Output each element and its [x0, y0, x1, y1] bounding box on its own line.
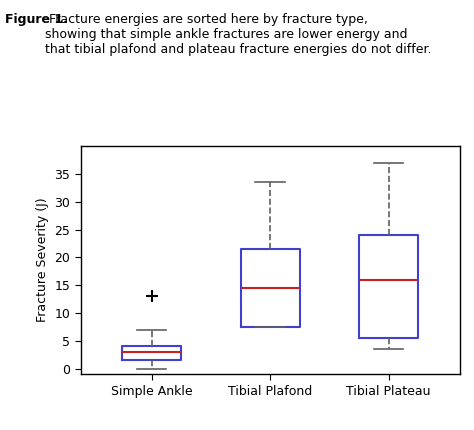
Text: Figure 1.: Figure 1.: [5, 13, 68, 26]
Y-axis label: Fracture Severity (J): Fracture Severity (J): [36, 198, 49, 322]
Text: Fracture energies are sorted here by fracture type,
showing that simple ankle fr: Fracture energies are sorted here by fra…: [45, 13, 431, 56]
